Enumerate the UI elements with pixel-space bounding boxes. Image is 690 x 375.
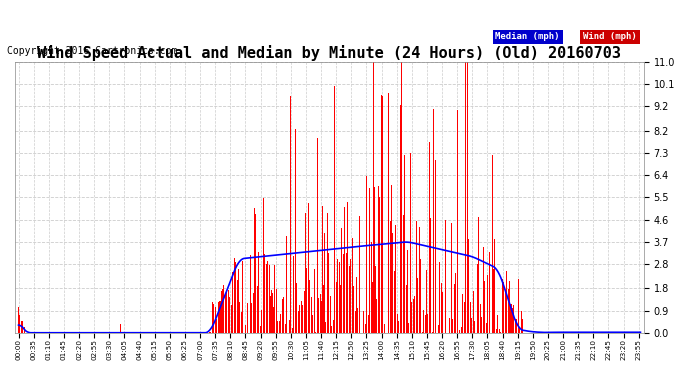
Text: Copyright 2016 Cartronics.com: Copyright 2016 Cartronics.com [7,46,177,56]
Text: Wind (mph): Wind (mph) [583,32,637,41]
Text: Median (mph): Median (mph) [495,32,560,41]
Title: Wind Speed Actual and Median by Minute (24 Hours) (Old) 20160703: Wind Speed Actual and Median by Minute (… [37,45,622,61]
